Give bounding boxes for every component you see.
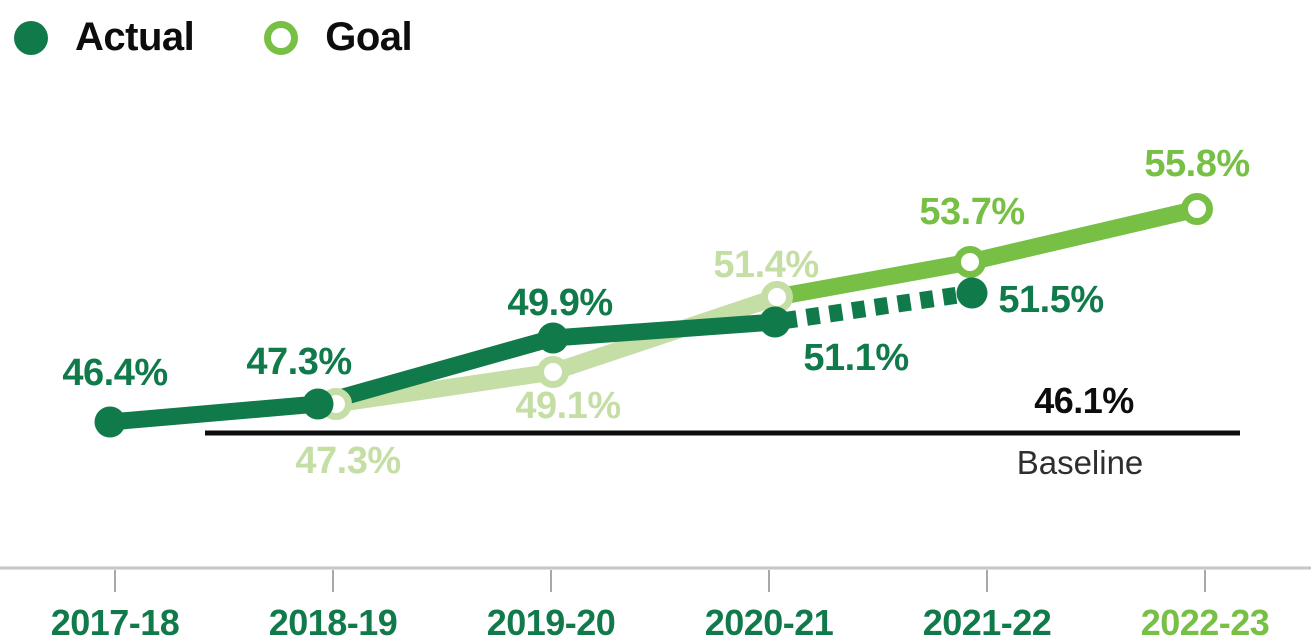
goal-point-2022-23 — [1181, 193, 1213, 225]
value-label-actual-49.9: 49.9% — [507, 282, 612, 324]
value-label-pale-47.3: 47.3% — [295, 440, 400, 482]
value-label-goal-55.8: 55.8% — [1144, 143, 1249, 185]
value-label-pale-51.4: 51.4% — [713, 244, 818, 286]
legend-actual-label: Actual — [75, 15, 195, 59]
value-label-actual-51.5: 51.5% — [998, 279, 1103, 321]
goal-point-2021-22 — [954, 246, 986, 278]
x-axis-label-2019-20: 2019-20 — [487, 602, 616, 643]
legend-item-actual: Actual — [14, 15, 195, 60]
goal-point-2020-21 — [761, 281, 793, 313]
actual-point-2017-18 — [94, 406, 126, 438]
x-axis-label-2021-22: 2021-22 — [923, 602, 1052, 643]
goal-point-2019-20 — [537, 356, 569, 388]
actual-legend-dot-icon — [14, 20, 48, 55]
actual-point-2020-21 — [759, 306, 791, 338]
x-axis-label-2017-18: 2017-18 — [51, 602, 180, 643]
chart-legend: Actual Goal — [14, 15, 413, 60]
value-label-goal-53.7: 53.7% — [919, 191, 1024, 233]
actual-point-2019-20 — [537, 322, 569, 354]
baseline-name-label: Baseline — [1016, 444, 1144, 481]
actual-point-2018-19 — [302, 388, 334, 420]
x-axis-label-2020-21: 2020-21 — [705, 602, 834, 643]
value-label-actual-47.3: 47.3% — [246, 341, 351, 383]
baseline-value-label: 46.1% — [1034, 380, 1134, 421]
actual-point-2021-22 — [956, 277, 988, 309]
value-label-actual-51.1: 51.1% — [803, 337, 908, 379]
legend-goal-label: Goal — [325, 15, 413, 59]
value-label-actual-46.4: 46.4% — [62, 352, 167, 394]
actual-projected-dashed-line — [773, 284, 974, 331]
x-axis-label-2022-23: 2022-23 — [1141, 602, 1270, 643]
value-label-pale-49.1: 49.1% — [515, 385, 620, 427]
legend-item-goal: Goal — [264, 15, 413, 60]
actual-line — [101, 313, 784, 431]
x-axis-label-2018-19: 2018-19 — [269, 602, 398, 643]
goal-legend-dot-icon — [264, 20, 299, 55]
